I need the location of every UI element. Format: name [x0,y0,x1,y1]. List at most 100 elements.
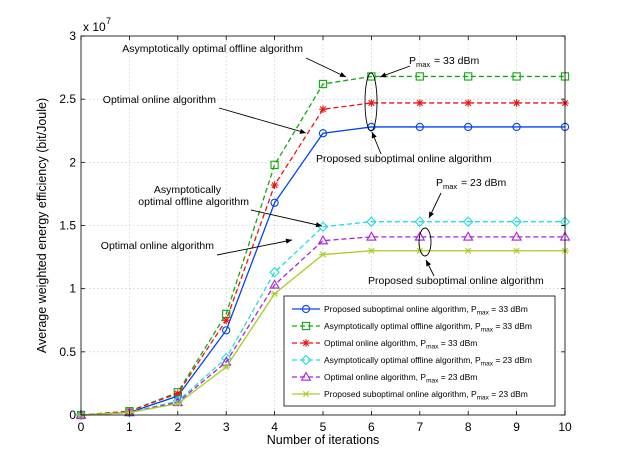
data-point [512,99,521,107]
data-point [319,105,327,114]
y-tick-label: 1 [69,282,76,296]
data-point [318,79,328,89]
x-tick-label: 7 [416,420,423,434]
legend-label: Proposed suboptimal online algorithm, Pm… [324,304,528,317]
data-point [512,72,521,81]
annotation-ellipse [418,227,432,257]
legend-pmax-prefix: P [471,389,477,399]
y-tick-label: 2.5 [59,92,76,106]
legend-series-name: Asymptotically optimal offline algorithm… [324,321,475,331]
y-scale-label: x 10 [83,20,106,34]
legend-label: Proposed suboptimal online algorithm, Pm… [324,389,528,402]
annotation-label: Asymptotically optimal offline algorithm [122,43,303,55]
legend-marker [302,390,310,398]
data-point [464,72,473,81]
annotation-label: Optimal online algorithm [101,240,214,252]
x-tick-label: 2 [174,420,181,434]
legend-marker [301,304,311,314]
data-point [462,216,474,227]
data-point [222,363,230,371]
annotation-label: Optimal online algorithm [103,94,216,106]
legend-pmax-prefix: P [420,372,426,382]
data-point [269,279,280,289]
series-line [80,221,565,416]
annotation-label: optimal offline algorithm [138,196,249,208]
series-3 [75,216,571,421]
data-point [464,247,472,254]
data-point [75,409,87,421]
legend-box [283,295,556,407]
legend-pmax-value: = 23 dBm [489,389,528,399]
series-line [80,75,565,416]
annotation-arrow [216,238,293,256]
pmax-prefix: P [436,177,443,189]
legend-label: Optimal online algorithm, Pmax = 23 dBm [324,372,477,385]
x-tick-label: 0 [78,420,85,434]
legend-pmax-value: = 33 dBm [493,321,532,331]
legend-entry-2: Optimal online algorithm, Pmax = 33 dBm [292,338,477,351]
legend-label: Optimal online algorithm, Pmax = 33 dBm [324,338,477,351]
data-point [220,356,232,366]
x-tick-label: 1 [126,420,133,434]
legend-marker [300,354,312,366]
legend-series-name: Optimal online algorithm, [324,338,420,348]
annotation-layer: Asymptotically optimal offline algorithm… [101,43,544,287]
data-point [414,231,426,241]
annotation-arrow [371,131,382,155]
pmax-value: = 33 dBm [434,55,479,67]
legend-pmax-value: = 33 dBm [489,304,528,314]
annotation-label: Proposed suboptimal online algorithm [368,275,544,287]
annotation-arrow [250,209,323,228]
series-line [80,102,565,416]
data-point [174,400,182,407]
legend-pmax-prefix: P [420,338,426,348]
legend-marker [300,371,312,381]
x-tick-label: 6 [368,420,375,434]
y-tick-label: 0 [69,408,76,422]
y-tick-label: 3 [69,29,76,43]
series-line [80,236,565,416]
pmax-subscript: max [443,182,457,191]
data-point [270,198,279,207]
annotation-label: Asymptotically [154,184,222,196]
y-tick-label: 2 [69,155,76,169]
pmax-value: = 23 dBm [461,177,506,189]
annotation-arrow [379,65,411,78]
legend-label: Asymptotically optimal offline algorithm… [324,321,532,334]
legend-label: Asymptotically optimal offline algorithm… [324,355,532,368]
data-point [416,247,424,254]
annotation-label: Proposed suboptimal online algorithm [316,153,492,165]
series-line [80,126,565,416]
legend-series-name: Proposed suboptimal online algorithm, [324,389,471,399]
data-point [124,407,135,418]
data-point [464,122,473,132]
pmax-prefix: P [409,55,416,67]
x-tick-label: 5 [320,420,327,434]
data-point [511,231,522,241]
legend-pmax-subscript: max [481,361,494,368]
data-point [415,72,424,81]
legend-entry-1: Asymptotically optimal offline algorithm… [292,321,532,334]
legend-pmax-prefix: P [471,304,477,314]
y-tick-label: 0.5 [59,345,76,359]
legend-pmax-subscript: max [426,378,439,385]
legend-series-name: Proposed suboptimal online algorithm, [324,304,471,314]
data-point [462,231,474,241]
legend: Proposed suboptimal online algorithm, Pm… [283,295,556,407]
data-point [270,290,279,297]
data-point [222,316,230,325]
legend-pmax-value: = 23 dBm [438,372,477,382]
data-point [511,216,522,227]
annotation-arrow [305,57,347,78]
data-point [416,99,424,107]
data-point [414,216,426,227]
data-point [269,266,280,278]
pmax-subscript: max [416,60,430,69]
x-tick-label: 4 [271,420,278,434]
data-point [319,251,327,258]
y-axis-label: Average weighted energy efficiency (bit/… [35,98,49,353]
legend-series-name: Asymptotically optimal offline algorithm… [324,355,475,365]
